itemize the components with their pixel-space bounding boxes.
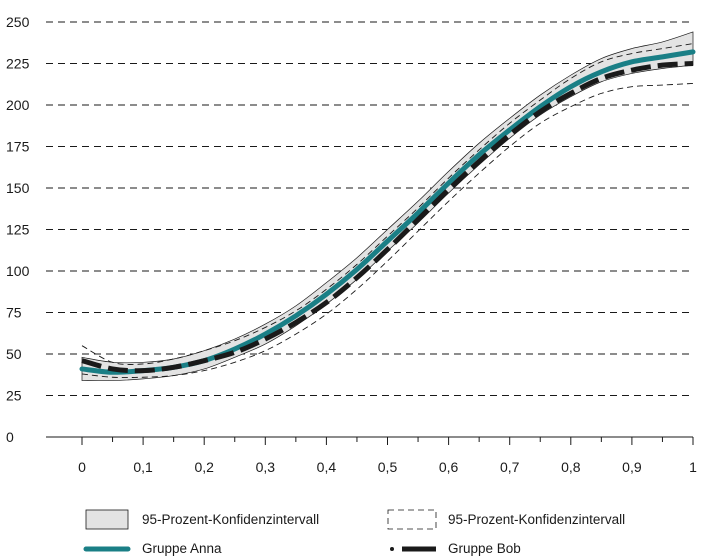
y-axis: 0 25 50 75 100 125 150 175 200 225 250 <box>6 14 30 445</box>
legend-bob-dot-symbol <box>390 547 394 551</box>
series-line-bob <box>81 61 694 374</box>
x-tick-label: 0 <box>78 459 86 475</box>
band-bob-lower <box>81 82 694 379</box>
y-tick-label: 50 <box>6 346 22 362</box>
x-axis: 0 0,1 0,2 0,3 0,4 0,5 0,6 0,7 0,8 0,9 1 <box>46 436 697 475</box>
y-tick-label: 250 <box>6 14 30 30</box>
y-tick-label: 75 <box>6 305 22 321</box>
x-tick-label: 0,6 <box>439 459 459 475</box>
y-tick-label: 25 <box>6 388 22 404</box>
x-tick-label: 0,7 <box>500 459 520 475</box>
y-tick-label: 175 <box>6 139 30 155</box>
y-tick-label: 100 <box>6 263 30 279</box>
x-tick-label: 0,5 <box>378 459 398 475</box>
confidence-band-anna <box>81 31 694 382</box>
series-lines <box>79 49 696 375</box>
legend-label-anna: Gruppe Anna <box>142 541 222 556</box>
y-tick-label: 0 <box>6 429 14 445</box>
band-bob-upper <box>81 43 694 365</box>
x-tick-label: 0,1 <box>133 459 153 475</box>
y-tick-label: 150 <box>6 180 30 196</box>
legend-label-bob: Gruppe Bob <box>448 541 521 556</box>
legend-label-filled-band: 95-Prozent-Konfidenzintervall <box>142 512 319 527</box>
x-tick-label: 0,9 <box>622 459 642 475</box>
confidence-band-bob <box>81 43 694 379</box>
x-tick-label: 0,4 <box>317 459 337 475</box>
legend-label-dashed-band: 95-Prozent-Konfidenzintervall <box>448 512 625 527</box>
legend: 95-Prozent-Konfidenzintervall 95-Prozent… <box>83 509 625 556</box>
x-tick-label: 0,8 <box>561 459 581 475</box>
y-tick-label: 225 <box>6 56 30 72</box>
series-line-anna <box>79 49 696 375</box>
x-tick-label: 1 <box>689 459 697 475</box>
y-tick-label: 200 <box>6 97 30 113</box>
legend-filled-box-symbol <box>85 509 129 530</box>
band-anna-area <box>81 31 694 382</box>
x-tick-label: 0,3 <box>256 459 276 475</box>
x-tick-label: 0,2 <box>194 459 214 475</box>
y-tick-label: 125 <box>6 222 30 238</box>
legend-dashed-box-symbol <box>387 509 437 530</box>
